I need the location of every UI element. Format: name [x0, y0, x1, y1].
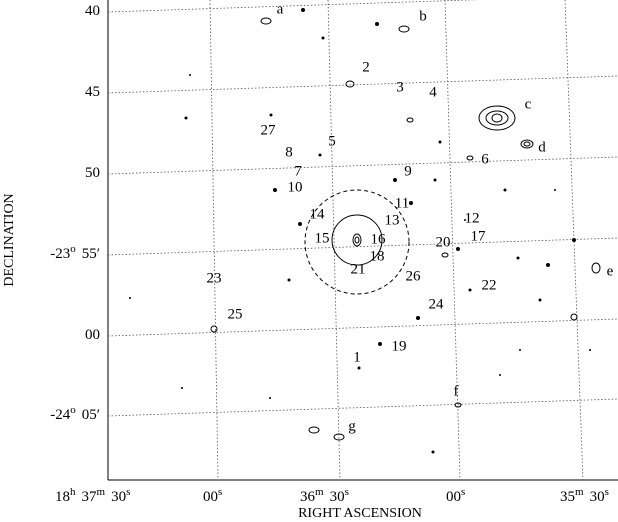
tick-number: 30	[590, 489, 605, 505]
frame	[107, 0, 618, 481]
tick-unit: m	[315, 486, 324, 498]
tick-unit: s	[126, 486, 130, 498]
tick-unit: h	[70, 486, 76, 498]
source-label: 8	[285, 144, 293, 160]
tick-label: 00s	[203, 486, 222, 506]
point-sources	[129, 8, 591, 454]
tick-label: 18h 37m 30s	[55, 486, 130, 506]
tick-label: 35m 30s	[560, 486, 609, 506]
tick-label: 45	[85, 84, 100, 100]
tick-number: 36	[300, 489, 316, 505]
source-label: 24	[429, 296, 445, 312]
contours	[210, 17, 601, 441]
source-label: 21	[351, 261, 366, 277]
source-label: 25	[228, 306, 243, 322]
tick-unit: s	[461, 486, 465, 498]
tick-number: 00	[446, 489, 461, 505]
source-label: 2	[362, 59, 370, 75]
source-label: f	[454, 383, 459, 399]
tick-label: -24o 05′	[50, 404, 100, 424]
source-label: 1	[353, 349, 361, 365]
source-label: 3	[396, 79, 404, 95]
source-label: 9	[404, 163, 412, 179]
tick-label: 00s	[446, 486, 465, 506]
tick-number: 37	[82, 489, 98, 505]
source-label: 18	[370, 248, 385, 264]
tick-number: 55′	[82, 246, 100, 262]
source-label: g	[348, 418, 356, 434]
tick-number: 35	[560, 489, 575, 505]
source-label: e	[607, 263, 614, 279]
source-label: 5	[328, 133, 336, 149]
x-axis-title: RIGHT ASCENSION	[298, 506, 422, 521]
tick-unit: s	[218, 486, 222, 498]
tick-label: 50	[85, 165, 100, 181]
source-label: c	[525, 96, 532, 112]
source-label: 22	[482, 277, 497, 293]
tick-number: -23	[50, 246, 70, 262]
source-label: 17	[471, 228, 487, 244]
tick-label: 40	[85, 3, 100, 19]
source-label: 15	[315, 230, 330, 246]
coordinate-grid	[107, 0, 618, 481]
source-label: 16	[371, 231, 387, 247]
source-label: 26	[406, 268, 422, 284]
source-label: 27	[261, 122, 277, 138]
tick-number: 45	[85, 84, 100, 100]
tick-unit: m	[575, 486, 584, 498]
tick-number: 50	[85, 165, 100, 181]
source-label: 23	[207, 270, 222, 286]
source-label: a	[277, 1, 284, 17]
source-label: 13	[385, 212, 400, 228]
source-label: 7	[294, 163, 302, 179]
source-label: 19	[392, 338, 407, 354]
tick-number: 18	[55, 489, 70, 505]
tick-unit: m	[97, 486, 106, 498]
tick-number: 00	[203, 489, 218, 505]
source-label: 14	[310, 206, 326, 222]
source-label: b	[419, 8, 427, 24]
source-label: 4	[429, 84, 437, 100]
source-label: 11	[395, 195, 409, 211]
tick-label: 36m 30s	[300, 486, 349, 506]
tick-number: 30	[111, 489, 126, 505]
source-label: 20	[436, 234, 451, 250]
source-label: 10	[288, 179, 303, 195]
beam-circles	[304, 189, 410, 295]
tick-unit: o	[70, 404, 76, 416]
tick-unit: s	[345, 486, 349, 498]
source-label: 12	[465, 210, 480, 226]
tick-number: 00	[85, 327, 100, 343]
tick-number: 40	[85, 3, 100, 19]
source-label: d	[538, 139, 546, 155]
tick-number: 05′	[82, 407, 100, 423]
tick-unit: s	[605, 486, 609, 498]
tick-number: 30	[330, 489, 345, 505]
y-axis-title: DECLINATION	[2, 193, 17, 286]
tick-label: -23o 55′	[50, 243, 100, 263]
source-labels: a b 2 3 4 c 27 5 d 8 6 7 9 10 11 14 13 1…	[207, 1, 614, 434]
tick-label: 00	[85, 327, 100, 343]
source-label: 6	[481, 151, 489, 167]
tick-unit: o	[70, 243, 76, 255]
tick-number: -24	[50, 407, 70, 423]
